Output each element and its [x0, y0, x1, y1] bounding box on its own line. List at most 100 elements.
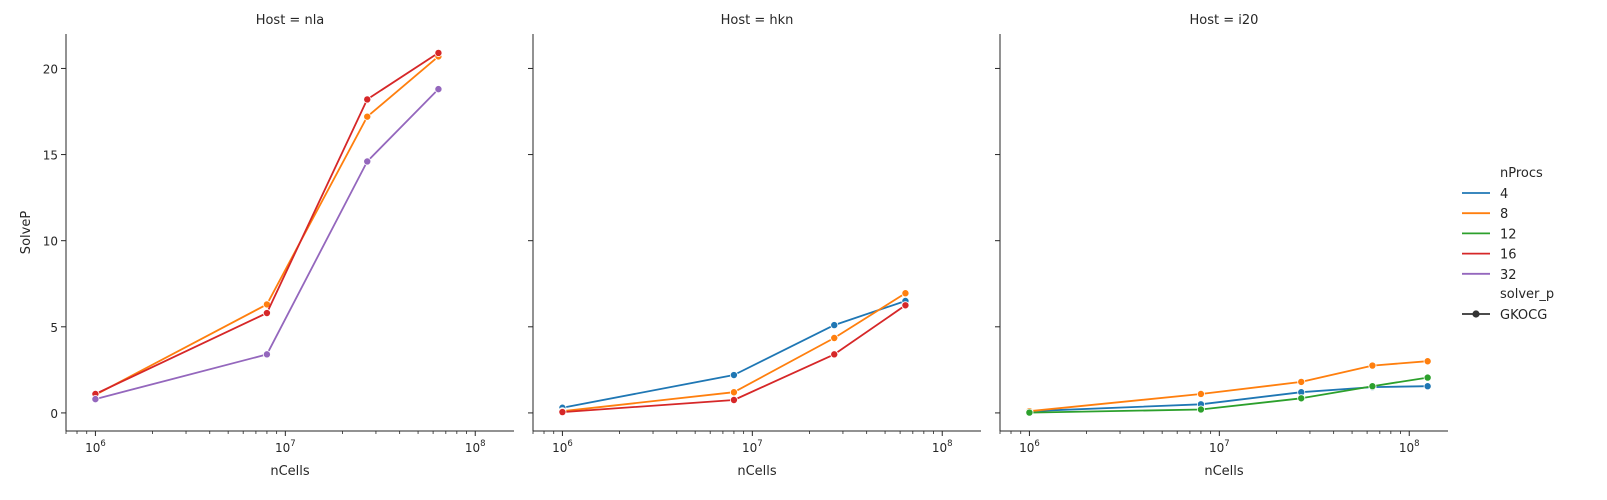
x-axis-label: nCells [1204, 464, 1244, 479]
data-point [901, 301, 910, 310]
x-tick-exponent: 7 [757, 439, 762, 449]
x-tick-exponent: 7 [1224, 439, 1229, 449]
data-point [729, 395, 738, 404]
series-nprocs-16 [558, 301, 910, 417]
data-point [434, 48, 443, 57]
data-point [729, 371, 738, 380]
series-line [95, 52, 439, 395]
x-axis-label: nCells [737, 464, 777, 479]
data-point [1297, 377, 1306, 386]
legend: nProcs 4 8 12 16 32 solver_p GKOCG [1462, 166, 1554, 323]
legend-label: 4 [1500, 187, 1508, 202]
legend-title: nProcs [1500, 166, 1543, 181]
series-nprocs-32 [91, 85, 443, 404]
series-nprocs-8 [558, 289, 910, 416]
data-point [1368, 382, 1377, 391]
series-nprocs-12 [1025, 373, 1432, 417]
y-tick-label: 0 [50, 407, 58, 421]
x-tick-base: 10 [1209, 441, 1224, 455]
x-tick-exponent: 6 [1034, 439, 1039, 449]
x-tick-label: 108 [932, 439, 953, 455]
data-point [262, 350, 271, 359]
legend-entry: GKOCG [1462, 308, 1547, 323]
x-axis-label: nCells [270, 464, 310, 479]
data-point [434, 85, 443, 94]
x-tick-base: 10 [932, 441, 947, 455]
y-tick-label: 5 [50, 321, 58, 335]
data-point [830, 350, 839, 359]
data-point [830, 333, 839, 342]
legend-entry: 12 [1462, 227, 1517, 242]
series-line [562, 292, 906, 413]
series-line [562, 304, 906, 413]
x-tick-label: 107 [275, 439, 296, 455]
legend-label: 16 [1500, 248, 1517, 263]
data-point [91, 395, 100, 404]
x-tick-exponent: 8 [947, 439, 952, 449]
data-point [1423, 357, 1432, 366]
data-point [1297, 394, 1306, 403]
data-point [262, 309, 271, 318]
data-point [363, 112, 372, 121]
x-tick-exponent: 7 [290, 439, 295, 449]
x-tick-label: 108 [1399, 439, 1420, 455]
x-tick-base: 10 [742, 441, 757, 455]
data-point [901, 289, 910, 298]
data-point [1368, 361, 1377, 370]
x-tick-label: 107 [742, 439, 763, 455]
data-point [1025, 408, 1034, 417]
x-tick-base: 10 [465, 441, 480, 455]
data-point [729, 388, 738, 397]
x-tick-label: 106 [1019, 439, 1040, 455]
x-tick-label: 108 [465, 439, 486, 455]
legend-entry: 16 [1462, 248, 1517, 263]
legend-title: solver_p [1500, 287, 1554, 302]
x-tick-exponent: 8 [1414, 439, 1419, 449]
data-point [1196, 389, 1205, 398]
series-line [95, 88, 440, 400]
legend-label: GKOCG [1500, 308, 1547, 323]
data-point [558, 408, 567, 417]
series-line [94, 55, 439, 396]
data-point [830, 321, 839, 330]
x-tick-base: 10 [85, 441, 100, 455]
x-tick-base: 10 [1399, 441, 1414, 455]
series-line [1029, 376, 1428, 414]
series-nprocs-8 [91, 52, 443, 399]
legend-entry: 4 [1462, 187, 1508, 202]
legend-entry: 8 [1462, 207, 1508, 222]
x-tick-label: 107 [1209, 439, 1230, 455]
panel-title: Host = i20 [1190, 13, 1259, 28]
x-tick-exponent: 6 [567, 439, 572, 449]
panel-title: Host = nla [256, 13, 325, 28]
x-tick-exponent: 6 [100, 439, 105, 449]
legend-marker [1472, 310, 1480, 318]
x-tick-label: 106 [552, 439, 573, 455]
data-point [1196, 405, 1205, 414]
legend-label: 8 [1500, 207, 1508, 222]
x-tick-base: 10 [1019, 441, 1034, 455]
y-tick-label: 15 [43, 149, 58, 163]
y-tick-label: 10 [43, 235, 58, 249]
x-tick-base: 10 [275, 441, 290, 455]
y-axis-label: SolveP [19, 211, 34, 255]
legend-label: 32 [1500, 268, 1517, 283]
data-point [1423, 373, 1432, 382]
x-tick-exponent: 8 [480, 439, 485, 449]
data-point [363, 95, 372, 104]
data-point [363, 157, 372, 166]
series-nprocs-16 [91, 48, 443, 398]
data-point [1423, 382, 1432, 391]
panel-title: Host = hkn [721, 13, 794, 28]
series-nprocs-8 [1025, 357, 1432, 416]
x-tick-base: 10 [552, 441, 567, 455]
y-tick-label: 20 [43, 62, 58, 76]
series-line [562, 300, 906, 409]
legend-entry: 32 [1462, 268, 1517, 283]
legend-label: 12 [1500, 227, 1517, 242]
x-tick-label: 106 [85, 439, 106, 455]
